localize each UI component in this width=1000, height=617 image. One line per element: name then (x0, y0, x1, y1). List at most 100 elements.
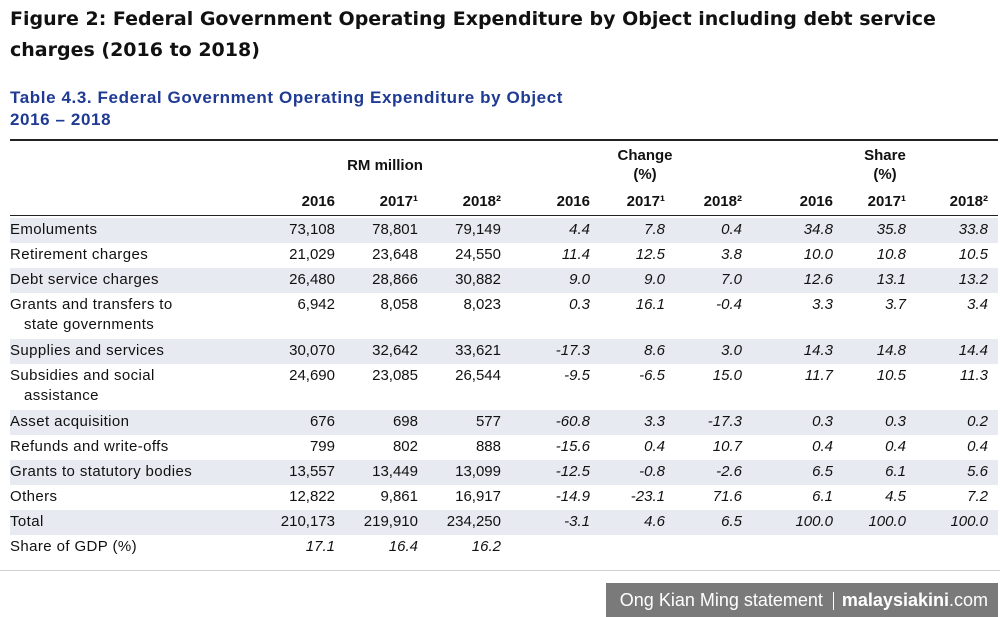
row-label: Subsidies and social assistance (10, 366, 155, 406)
year-header-cell: 2016 (301, 193, 335, 210)
table-cell: 32,642 (372, 342, 418, 359)
table-cell: 10.5 (958, 246, 988, 263)
table-cell: 0.4 (812, 438, 833, 455)
table-cell: -12.5 (555, 463, 590, 480)
table-cell: 100.0 (868, 513, 906, 530)
table-cell: 34.8 (803, 221, 833, 238)
table-cell: 16,917 (455, 488, 501, 505)
row-label: Others (10, 487, 57, 507)
table-cell: -17.3 (707, 413, 742, 430)
table-cell: -60.8 (555, 413, 590, 430)
table-cell: 23,648 (372, 246, 418, 263)
row-label: Emoluments (10, 220, 97, 240)
table-cell: 3.3 (644, 413, 665, 430)
table-row: Grants and transfers to state governments… (10, 293, 998, 339)
table-cell: 23,085 (372, 367, 418, 384)
table-cell: 4.5 (885, 488, 906, 505)
year-header-cell: 2018² (462, 193, 501, 210)
table-cell: 14.4 (958, 342, 988, 359)
table-row: Asset acquisition 676 698 577 -60.8 3.3 -17.3 0… (10, 410, 998, 435)
group-header-rm-million: RM million (347, 157, 423, 174)
row-label-line1: Asset acquisition (10, 413, 130, 430)
row-label-line1: Others (10, 488, 58, 505)
year-header-cell: 2016 (799, 193, 833, 210)
table-row: Total 210,173 219,910 234,250 -3.1 4.6 6.5 100.… (10, 510, 998, 535)
header-bottom-rule (10, 215, 998, 216)
table-row: Debt service charges 26,480 28,866 30,882 9.… (10, 268, 998, 293)
table-row: Retirement charges 21,029 23,648 24,550 11.4… (10, 243, 998, 268)
year-header-cell: 2018² (703, 193, 742, 210)
table-title-line2: 2016 – 2018 (10, 110, 112, 129)
credit-separator (832, 592, 834, 611)
table-cell: 0.3 (812, 413, 833, 430)
table-cell: 219,910 (363, 513, 418, 530)
table-cell: 78,801 (372, 221, 418, 238)
row-label: Asset acquisition (10, 412, 129, 432)
page-divider (0, 570, 1000, 571)
table-cell: 698 (392, 413, 418, 430)
table-cell: -15.6 (555, 438, 590, 455)
table-cell: 15.0 (712, 367, 742, 384)
table-cell: 6.1 (812, 488, 833, 505)
table-row: Share of GDP (%) 17.1 16.4 16.2 (10, 535, 998, 560)
table-cell: 234,250 (446, 513, 501, 530)
table-row: Refunds and write-offs 799 802 888 -15.6 0.4 1… (10, 435, 998, 460)
row-label-line1: Refunds and write-offs (10, 438, 169, 455)
malaysiakini-logo-tld: .com (948, 590, 988, 610)
table-cell: 24,690 (289, 367, 335, 384)
table-cell: 21,029 (289, 246, 335, 263)
table-cell: 73,108 (289, 221, 335, 238)
table-cell: 7.8 (644, 221, 665, 238)
table-cell: 24,550 (455, 246, 501, 263)
table-cell: -14.9 (555, 488, 590, 505)
table-cell: 9.0 (644, 271, 665, 288)
table-title-line1: Table 4.3. Federal Government Operating … (10, 88, 564, 107)
table-cell: 5.6 (967, 463, 988, 480)
table-cell: 676 (309, 413, 335, 430)
table-cell: 26,480 (289, 271, 335, 288)
row-label: Total (10, 512, 44, 532)
table-cell: 4.4 (569, 221, 590, 238)
table-cell: 7.0 (721, 271, 742, 288)
year-header-cell: 2017¹ (867, 193, 906, 210)
table-cell: 100.0 (950, 513, 988, 530)
table-cell: 210,173 (280, 513, 335, 530)
table-cell: 0.4 (967, 438, 988, 455)
table-cell: 6,942 (297, 296, 335, 313)
table-cell: 13.2 (958, 271, 988, 288)
table-cell: 3.7 (885, 296, 906, 313)
table-cell: 9,861 (380, 488, 418, 505)
year-header-cell: 2016 (556, 193, 590, 210)
table-row: Subsidies and social assistance 24,690 23,0… (10, 364, 998, 410)
table-cell: 8,023 (463, 296, 501, 313)
table-cell: 10.8 (876, 246, 906, 263)
table-cell: 0.4 (885, 438, 906, 455)
figure-title: Figure 2: Federal Government Operating E… (10, 8, 936, 61)
table-cell: 8.6 (644, 342, 665, 359)
table-cell: 12.5 (635, 246, 665, 263)
table-cell: 30,070 (289, 342, 335, 359)
table-cell: 11.7 (804, 367, 833, 384)
table-row: Grants to statutory bodies 13,557 13,449 13… (10, 460, 998, 485)
row-label-line1: Retirement charges (10, 246, 149, 263)
table-cell: 7.2 (967, 488, 988, 505)
year-header-cell: 2017¹ (626, 193, 665, 210)
table-cell: 10.0 (803, 246, 833, 263)
table-cell: 11.3 (959, 367, 988, 384)
table-cell: 6.1 (885, 463, 906, 480)
table-cell: 14.3 (803, 342, 833, 359)
table-cell: -23.1 (630, 488, 665, 505)
table-cell: 16.2 (471, 538, 501, 555)
table-cell: 26,544 (455, 367, 501, 384)
group-header-change: Change (617, 147, 673, 164)
year-header-cell: 2017¹ (379, 193, 418, 210)
table-cell: 0.2 (967, 413, 988, 430)
table-cell: 33,621 (455, 342, 501, 359)
row-label-line2: state governments (24, 316, 155, 333)
table-cell: 10.5 (876, 367, 906, 384)
row-label: Supplies and services (10, 341, 164, 361)
year-header-cell: 2018² (949, 193, 988, 210)
table-cell: 11.4 (561, 246, 590, 263)
table-cell: 35.8 (876, 221, 906, 238)
table-cell: -17.3 (555, 342, 590, 359)
